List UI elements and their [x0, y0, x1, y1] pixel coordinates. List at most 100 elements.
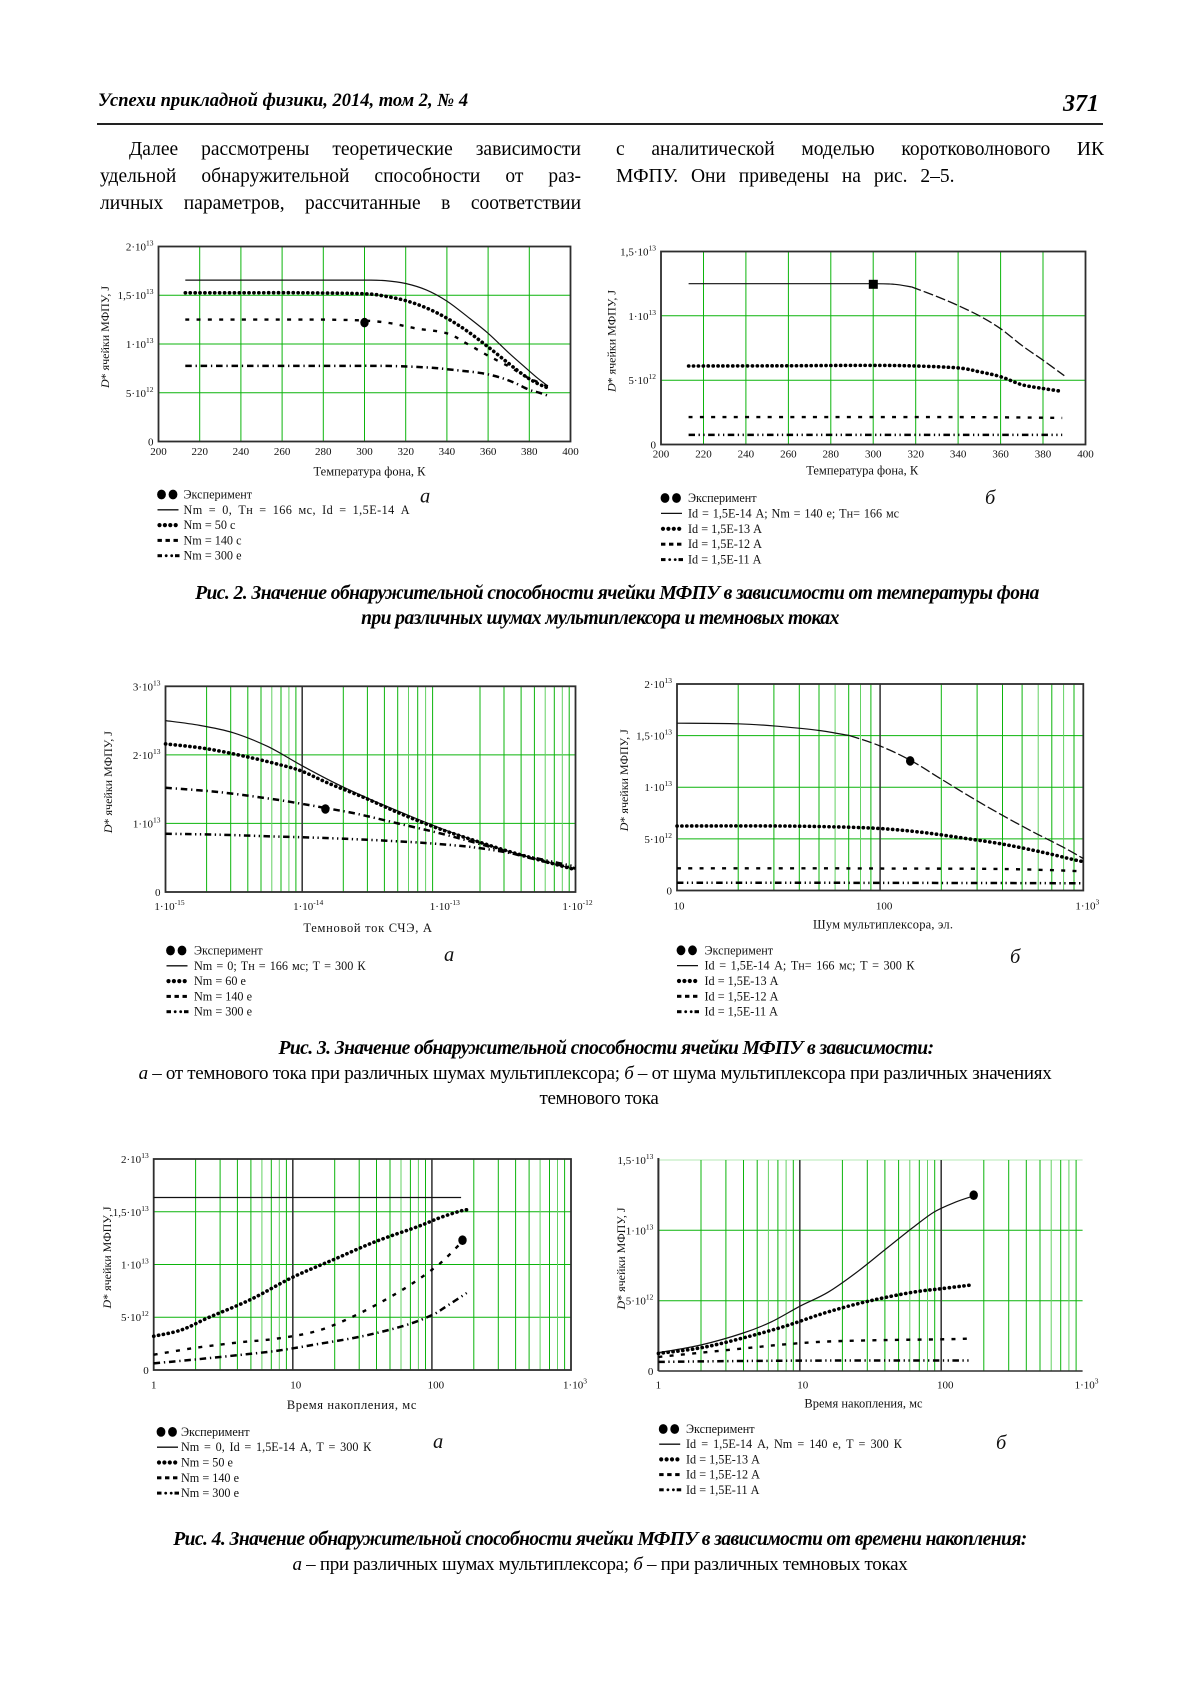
- svg-text:1·10-13: 1·10-13: [430, 898, 460, 913]
- svg-text:Nm = 0, Тн = 166 мс, Id = 1,5E: Nm = 0, Тн = 166 мс, Id = 1,5E-14 А: [184, 503, 411, 517]
- svg-text:320: 320: [397, 446, 414, 458]
- svg-text:1,5·1013: 1,5·1013: [620, 244, 656, 259]
- svg-text:1: 1: [151, 1380, 157, 1392]
- svg-text:Nm = 300 е: Nm = 300 е: [184, 549, 242, 563]
- svg-text:Id = 1,5E-11 А: Id = 1,5E-11 А: [688, 553, 762, 567]
- svg-text:380: 380: [521, 446, 538, 458]
- svg-text:2·1013: 2·1013: [644, 676, 672, 691]
- svg-text:10: 10: [797, 1380, 809, 1392]
- svg-text:Эксперимент: Эксперимент: [194, 944, 263, 958]
- svg-text:Эксперимент: Эксперимент: [181, 1425, 250, 1439]
- svg-text:400: 400: [1077, 449, 1094, 461]
- svg-text:2·1013: 2·1013: [121, 1151, 149, 1166]
- svg-text:1·103: 1·103: [1075, 898, 1099, 913]
- svg-text:1,5·1013: 1,5·1013: [118, 287, 154, 302]
- svg-text:а: а: [433, 1431, 443, 1453]
- svg-text:Температура фона, К: Температура фона, К: [314, 465, 427, 479]
- svg-text:D* ячейки МФПУ, J: D* ячейки МФПУ, J: [617, 729, 631, 832]
- svg-text:Id = 1,5E-12 А: Id = 1,5E-12 А: [686, 1468, 760, 1482]
- svg-text:10: 10: [290, 1380, 302, 1392]
- svg-text:Nm = 60 е: Nm = 60 е: [194, 974, 246, 988]
- svg-text:Id = 1,5E-12 А: Id = 1,5E-12 А: [705, 989, 779, 1003]
- svg-text:1,5·1013: 1,5·1013: [617, 1152, 653, 1167]
- svg-text:1·103: 1·103: [1075, 1377, 1099, 1392]
- svg-text:200: 200: [653, 449, 670, 461]
- svg-text:10: 10: [674, 901, 686, 913]
- svg-text:2·1013: 2·1013: [126, 239, 154, 254]
- svg-text:280: 280: [823, 449, 840, 461]
- svg-text:а: а: [420, 486, 430, 508]
- svg-text:Эксперимент: Эксперимент: [184, 488, 253, 502]
- svg-text:Id = 1,5E-13 А: Id = 1,5E-13 А: [705, 974, 779, 988]
- svg-text:1·10-14: 1·10-14: [293, 898, 323, 913]
- svg-text:Эксперимент: Эксперимент: [686, 1422, 755, 1436]
- svg-text:1·10-15: 1·10-15: [154, 898, 184, 913]
- svg-text:Время накопления, мс: Время накопления, мс: [287, 1398, 417, 1412]
- svg-text:Id = 1,5E-12 А: Id = 1,5E-12 А: [688, 537, 762, 551]
- svg-text:1,5·1013: 1,5·1013: [113, 1204, 149, 1219]
- svg-text:Nm = 0; Тн = 166 мс; Т = 300 К: Nm = 0; Тн = 166 мс; Т = 300 К: [194, 959, 366, 973]
- svg-text:5·1012: 5·1012: [628, 372, 656, 387]
- svg-text:220: 220: [191, 446, 208, 458]
- svg-text:Эксперимент: Эксперимент: [705, 943, 774, 957]
- svg-text:Nm = 300 е: Nm = 300 е: [194, 1005, 252, 1019]
- svg-text:240: 240: [233, 446, 250, 458]
- svg-text:0: 0: [667, 886, 673, 898]
- svg-text:1·1013: 1·1013: [628, 308, 656, 323]
- svg-text:1·103: 1·103: [563, 1377, 587, 1392]
- svg-text:400: 400: [562, 446, 579, 458]
- svg-text:Id = 1,5E-13 А: Id = 1,5E-13 А: [688, 522, 762, 536]
- svg-text:0: 0: [148, 437, 154, 449]
- svg-text:5·1012: 5·1012: [644, 831, 672, 846]
- svg-text:б: б: [1010, 946, 1021, 968]
- svg-text:1·1013: 1·1013: [133, 815, 161, 830]
- svg-text:Id = 1,5E-14 А; Тн= 166 мс; Т: Id = 1,5E-14 А; Тн= 166 мс; Т = 300 К: [705, 959, 916, 973]
- svg-text:1,5·1013: 1,5·1013: [636, 728, 672, 743]
- svg-text:5·1012: 5·1012: [126, 385, 154, 400]
- svg-text:5·1012: 5·1012: [121, 1309, 149, 1324]
- svg-text:0: 0: [651, 440, 657, 452]
- svg-text:100: 100: [876, 901, 893, 913]
- svg-text:360: 360: [992, 449, 1009, 461]
- svg-text:Nm = 140 е: Nm = 140 е: [181, 1471, 239, 1485]
- svg-text:D* ячейки МФПУ, J: D* ячейки МФПУ, J: [614, 1207, 628, 1310]
- svg-text:0: 0: [143, 1365, 149, 1377]
- svg-text:Nm = 140 с: Nm = 140 с: [184, 533, 243, 547]
- svg-text:б: б: [985, 487, 996, 509]
- svg-text:Шум мультиплексора, эл.: Шум мультиплексора, эл.: [813, 918, 953, 932]
- svg-text:220: 220: [695, 449, 712, 461]
- svg-text:240: 240: [738, 449, 755, 461]
- svg-text:280: 280: [315, 446, 332, 458]
- svg-text:1·1013: 1·1013: [121, 1257, 149, 1272]
- svg-text:Id = 1,5E-13 А: Id = 1,5E-13 А: [686, 1452, 760, 1466]
- svg-text:340: 340: [439, 446, 456, 458]
- svg-text:D* ячейки МФПУ, J: D* ячейки МФПУ, J: [98, 286, 112, 389]
- svg-text:300: 300: [865, 449, 882, 461]
- svg-text:Nm = 140 е: Nm = 140 е: [194, 989, 252, 1003]
- svg-text:100: 100: [937, 1380, 954, 1392]
- svg-text:1·1013: 1·1013: [626, 1222, 654, 1237]
- svg-text:б: б: [996, 1432, 1007, 1454]
- svg-text:D* ячейки МФПУ, J: D* ячейки МФПУ, J: [100, 1206, 114, 1309]
- svg-text:100: 100: [428, 1380, 445, 1392]
- svg-text:1·10-12: 1·10-12: [562, 898, 592, 913]
- svg-text:0: 0: [155, 887, 161, 899]
- svg-text:Эксперимент: Эксперимент: [688, 491, 757, 505]
- svg-text:D* ячейки МФПУ, J: D* ячейки МФПУ, J: [101, 731, 115, 834]
- svg-text:Темновой ток СЧЭ, А: Темновой ток СЧЭ, А: [303, 921, 432, 935]
- svg-text:а: а: [444, 944, 454, 966]
- svg-text:380: 380: [1035, 449, 1052, 461]
- svg-text:Id = 1,5E-11 А: Id = 1,5E-11 А: [705, 1005, 779, 1019]
- svg-text:3·1013: 3·1013: [133, 678, 161, 693]
- svg-text:Температура фона, К: Температура фона, К: [806, 464, 919, 478]
- svg-text:1·1013: 1·1013: [644, 779, 672, 794]
- svg-text:360: 360: [480, 446, 497, 458]
- svg-text:5·1012: 5·1012: [626, 1293, 654, 1308]
- svg-text:Время накопления, мс: Время накопления, мс: [804, 1397, 923, 1411]
- svg-text:340: 340: [950, 449, 967, 461]
- svg-text:Nm = 0, Id = 1,5E-14 А, Т = 3: Nm = 0, Id = 1,5E-14 А, Т = 300 К: [181, 1440, 372, 1454]
- svg-text:260: 260: [274, 446, 291, 458]
- svg-text:Id = 1,5E-14 А; Nm = 140 е; Т: Id = 1,5E-14 А; Nm = 140 е; Тн= 166 мс: [688, 506, 900, 520]
- svg-text:200: 200: [150, 446, 167, 458]
- svg-text:Nm = 50 е: Nm = 50 е: [181, 1456, 233, 1470]
